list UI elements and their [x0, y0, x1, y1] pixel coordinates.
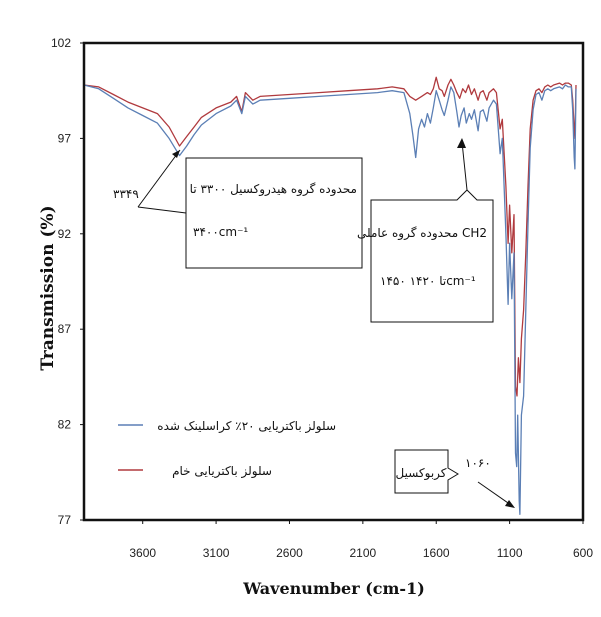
- hydroxyl-callout-box: [185, 157, 363, 269]
- y-tick-label: 102: [51, 36, 71, 50]
- x-tick-label: 600: [573, 546, 593, 560]
- y-axis-title: Transmission (%): [38, 205, 58, 370]
- x-tick-label: 2600: [276, 546, 303, 560]
- legend: سلولز باکتریایی ۲۰٪ کراسلینک شده سلولز ب…: [118, 419, 336, 479]
- x-tick-label: 3100: [203, 546, 230, 560]
- annotation-1060-arrowhead: [505, 500, 515, 508]
- series-line-crosslinked: [83, 84, 577, 515]
- y-tick-label: 82: [58, 418, 72, 432]
- ch2-callout-box: [370, 189, 494, 323]
- hydroxyl-callout-line1: محدوده گروه هیدروکسیل ۳۳۰۰ تا: [190, 182, 357, 197]
- x-tick-label: 1600: [423, 546, 450, 560]
- y-tick-label: 77: [58, 513, 72, 527]
- ch2-callout-line1: محدوده گروه عاملی CH2: [357, 226, 487, 241]
- ch2-callout-arrow: [461, 141, 468, 191]
- annotation-3349-arrow-2: [137, 206, 187, 214]
- plot-frame: [82, 41, 585, 522]
- hydroxyl-callout-line2: ۳۴۰۰cm⁻¹: [193, 225, 248, 239]
- annotation-3349-arrowhead: [172, 150, 180, 158]
- legend-label-crosslinked: سلولز باکتریایی ۲۰٪ کراسلینک شده: [157, 419, 336, 434]
- y-tick-label: 92: [58, 227, 72, 241]
- ch2-callout-arrowhead: [457, 138, 466, 148]
- x-tick-label: 2100: [350, 546, 377, 560]
- annotation-3349-label: ۳۳۴۹: [113, 187, 139, 201]
- y-tick-label: 97: [58, 131, 72, 145]
- carboxyl-callout-label: کربوکسیل: [396, 466, 447, 481]
- annotation-1060-arrow: [477, 481, 512, 506]
- plot-area: 3600 3100 2600 2100 1600 1100 600 77 82 87 92 97 102: [51, 36, 593, 560]
- legend-label-raw: سلولز باکتریایی خام: [172, 464, 272, 479]
- y-tick-label: 87: [58, 322, 72, 336]
- carboxyl-callout-box: [394, 449, 459, 494]
- x-tick-label: 3600: [129, 546, 156, 560]
- annotation-3349-arrow-1: [137, 149, 181, 208]
- ch2-callout-line2: ۱۴۵۰ تا ۱۴۲۰cm⁻¹: [380, 274, 476, 288]
- annotation-1060-label: ۱۰۶۰: [465, 456, 491, 470]
- x-tick-label: 1100: [497, 546, 523, 560]
- series-line-raw: [83, 76, 577, 397]
- x-axis-title: Wavenumber (cm-1): [242, 579, 425, 598]
